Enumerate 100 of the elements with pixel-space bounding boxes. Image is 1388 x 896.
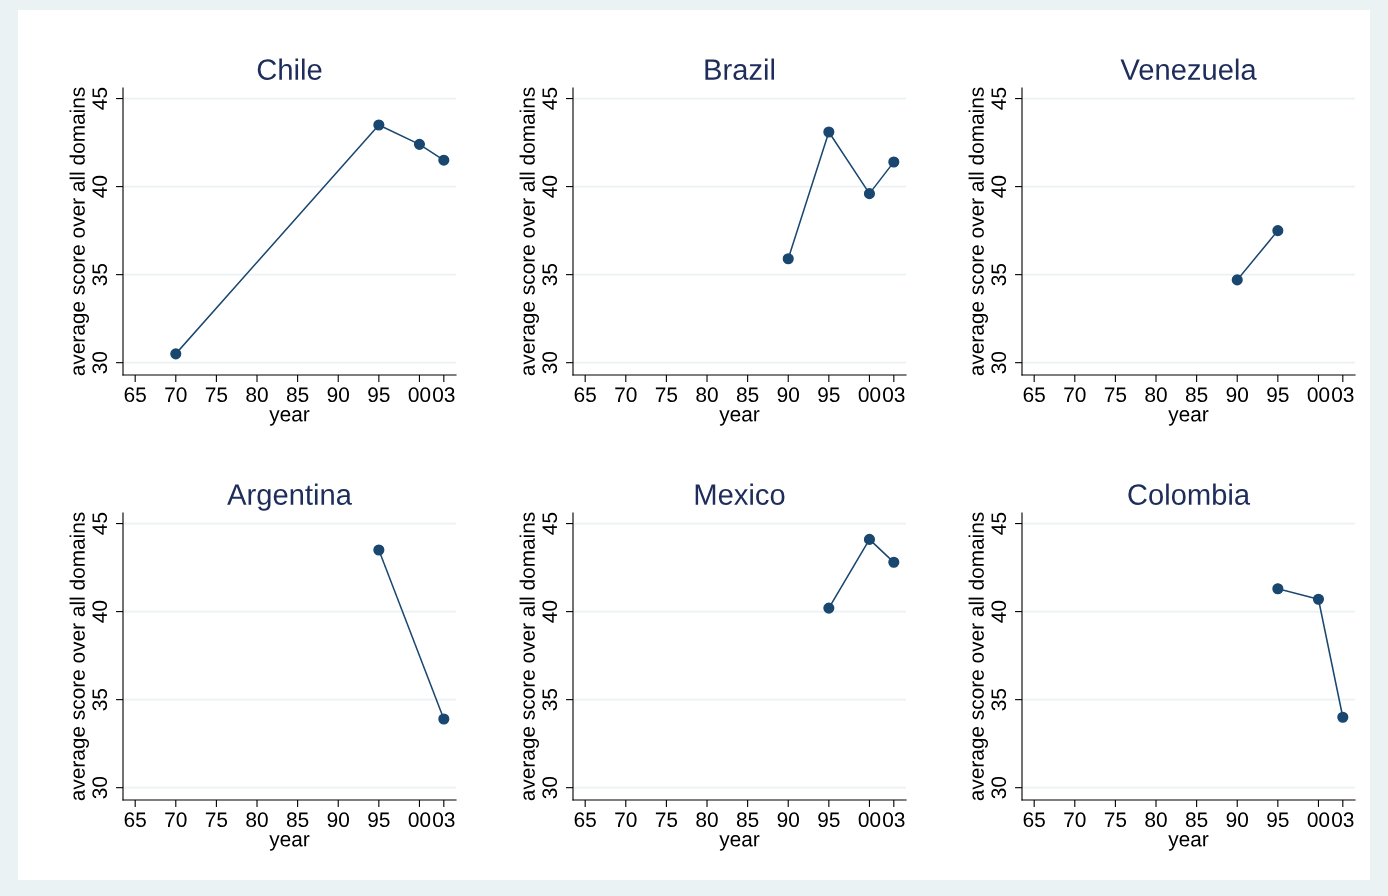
y-tick-label: 40 xyxy=(542,175,558,198)
x-tick-label: 03 xyxy=(1332,387,1354,403)
x-tick-label: 95 xyxy=(1267,812,1289,828)
y-tick-label: 30 xyxy=(991,776,1007,799)
y-tick-label: 30 xyxy=(542,776,558,799)
y-tick-label: 45 xyxy=(542,87,558,110)
x-tick-label: 95 xyxy=(1267,387,1289,403)
x-axis-title: year xyxy=(1168,835,1209,851)
x-tick-label: 80 xyxy=(1145,387,1167,403)
x-tick-label: 65 xyxy=(574,387,596,403)
x-tick-label: 70 xyxy=(1064,812,1086,828)
chart-title: Mexico xyxy=(695,483,785,505)
x-tick-label: 80 xyxy=(1145,812,1167,828)
point xyxy=(1312,593,1325,605)
x-tick-label: 65 xyxy=(1023,812,1045,828)
point xyxy=(863,188,876,200)
x-tick-label: 85 xyxy=(286,387,309,403)
x-tick-label: 75 xyxy=(205,812,228,828)
x-tick-label: 65 xyxy=(124,387,146,403)
x-tick-label: 90 xyxy=(777,812,799,828)
x-tick-label: 70 xyxy=(1064,387,1086,403)
x-tick-label: 85 xyxy=(736,812,759,828)
x-axis-title: year xyxy=(719,410,760,426)
y-axis-title: average score over all domains xyxy=(69,512,89,801)
x-tick-label: 00 xyxy=(1307,387,1330,403)
x-tick-label: 90 xyxy=(777,387,799,403)
point xyxy=(782,253,794,265)
y-tick-label: 40 xyxy=(92,175,108,198)
x-tick-label: 95 xyxy=(818,387,840,403)
point xyxy=(1272,583,1284,595)
x-tick-label: 00 xyxy=(408,387,431,403)
point xyxy=(863,533,876,545)
chart-title: Argentina xyxy=(227,483,352,511)
x-tick-label: 80 xyxy=(696,387,718,403)
y-tick-label: 30 xyxy=(92,776,108,799)
x-tick-label: 65 xyxy=(124,812,146,828)
y-axis-title: average score over all domains xyxy=(968,87,988,376)
chart-title: Brazil xyxy=(705,58,775,80)
point xyxy=(888,156,900,168)
x-tick-label: 90 xyxy=(327,387,349,403)
y-axis-title: average score over all domains xyxy=(69,87,89,376)
x-tick-label: 75 xyxy=(655,812,678,828)
x-tick-label: 03 xyxy=(883,812,905,828)
point xyxy=(888,556,900,568)
x-tick-label: 03 xyxy=(1332,812,1354,828)
y-tick-label: 45 xyxy=(92,87,108,110)
x-tick-label: 85 xyxy=(286,812,309,828)
x-tick-label: 80 xyxy=(246,812,268,828)
y-tick-label: 35 xyxy=(542,688,558,711)
y-tick-label: 40 xyxy=(542,600,558,623)
x-tick-label: 65 xyxy=(574,812,596,828)
x-tick-label: 80 xyxy=(246,387,268,403)
x-tick-label: 80 xyxy=(696,812,718,828)
y-axis-title: average score over all domains xyxy=(519,87,539,376)
x-tick-label: 75 xyxy=(1104,812,1127,828)
x-tick-label: 03 xyxy=(883,387,905,403)
chart-title: Colombia xyxy=(1128,483,1251,505)
x-tick-label: 75 xyxy=(1104,387,1127,403)
x-tick-label: 00 xyxy=(1307,812,1330,828)
y-tick-label: 35 xyxy=(542,263,558,286)
x-tick-label: 90 xyxy=(1226,812,1248,828)
x-tick-label: 03 xyxy=(433,387,455,403)
point xyxy=(170,348,182,360)
x-axis-title: year xyxy=(269,410,310,426)
y-tick-label: 45 xyxy=(991,512,1007,535)
x-tick-label: 85 xyxy=(1185,812,1208,828)
x-tick-label: 90 xyxy=(327,812,349,828)
y-tick-label: 45 xyxy=(991,87,1007,110)
x-tick-label: 70 xyxy=(615,812,637,828)
y-tick-label: 35 xyxy=(991,263,1007,286)
x-tick-label: 03 xyxy=(433,812,455,828)
x-tick-label: 70 xyxy=(165,387,187,403)
point xyxy=(373,119,385,131)
x-tick-label: 95 xyxy=(818,812,840,828)
x-tick-label: 85 xyxy=(736,387,759,403)
x-tick-label: 00 xyxy=(858,387,881,403)
y-tick-label: 35 xyxy=(92,688,108,711)
x-tick-label: 75 xyxy=(205,387,228,403)
chart-title: Venezuela xyxy=(1120,58,1257,80)
x-axis-title: year xyxy=(269,835,310,851)
x-tick-label: 95 xyxy=(368,387,390,403)
x-tick-label: 00 xyxy=(408,812,431,828)
x-tick-label: 95 xyxy=(368,812,390,828)
y-tick-label: 35 xyxy=(92,263,108,286)
chart-title: Chile xyxy=(257,58,322,80)
point xyxy=(438,154,450,166)
x-tick-label: 65 xyxy=(1023,387,1045,403)
y-axis-title: average score over all domains xyxy=(519,512,539,801)
x-tick-label: 00 xyxy=(858,812,881,828)
y-tick-label: 35 xyxy=(991,688,1007,711)
y-tick-label: 40 xyxy=(991,175,1007,198)
x-tick-label: 90 xyxy=(1226,387,1248,403)
y-tick-label: 40 xyxy=(92,600,108,623)
y-tick-label: 30 xyxy=(92,351,108,374)
y-tick-label: 40 xyxy=(991,600,1007,623)
point xyxy=(413,138,426,150)
y-axis-title: average score over all domains xyxy=(968,512,988,801)
x-tick-label: 85 xyxy=(1185,387,1208,403)
y-tick-label: 30 xyxy=(542,351,558,374)
x-tick-label: 70 xyxy=(615,387,637,403)
